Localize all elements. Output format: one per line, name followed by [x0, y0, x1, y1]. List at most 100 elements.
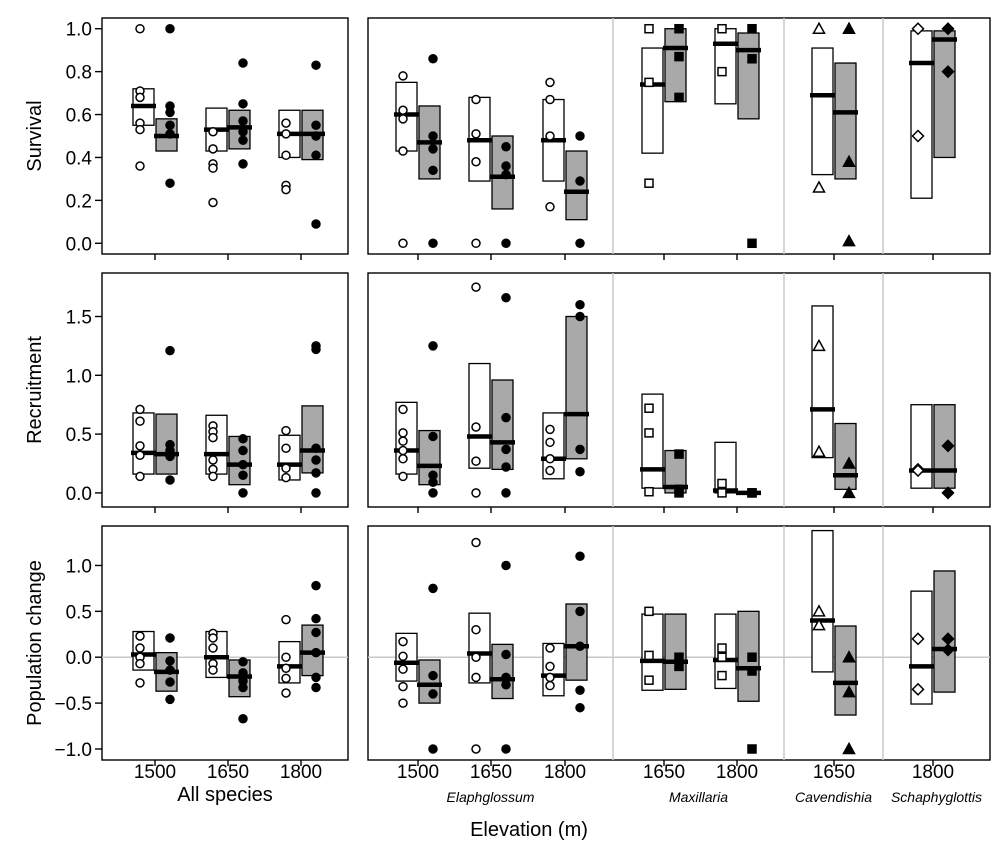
data-point [717, 670, 727, 681]
data-point [398, 698, 408, 708]
data-point [311, 627, 321, 638]
data-point [501, 462, 511, 472]
data-point [208, 455, 218, 465]
panel-frame-survival-all [101, 17, 349, 255]
data-point [471, 456, 481, 466]
data-point [644, 178, 654, 188]
data-point [471, 94, 481, 105]
data-point [398, 454, 408, 464]
data-point [842, 741, 856, 755]
data-point [674, 661, 684, 672]
y-tick-label: 0.8 [66, 63, 92, 84]
data-point [238, 713, 248, 724]
genus-label-elaph: Elaphglossum [447, 789, 535, 805]
data-point [812, 338, 826, 352]
data-point [311, 672, 321, 683]
data-point [135, 643, 145, 653]
data-point [135, 23, 145, 34]
data-point [471, 488, 481, 498]
data-point [501, 161, 511, 171]
data-point [311, 647, 321, 658]
data-point [501, 444, 511, 455]
box-survival-cav-1650-open [811, 47, 834, 176]
data-point [311, 131, 321, 141]
data-point [545, 424, 555, 435]
data-point [428, 165, 438, 176]
data-point [281, 184, 291, 195]
data-point [281, 688, 291, 698]
data-point [398, 404, 408, 415]
y-tick-label: 0.5 [66, 602, 92, 623]
data-point [311, 580, 321, 591]
x-tick-label: 1650 [643, 762, 685, 783]
data-point [398, 114, 408, 124]
data-point [238, 488, 248, 498]
data-point [208, 197, 218, 208]
data-point [281, 652, 291, 662]
box-survival-scha-1800-filled [933, 30, 956, 159]
data-point [428, 744, 438, 754]
data-point [135, 441, 145, 451]
data-point [281, 129, 291, 139]
data-point [398, 681, 408, 692]
data-point [842, 21, 856, 34]
data-point [471, 156, 481, 167]
y-axis-title-survival: Survival [24, 100, 46, 171]
data-point [941, 439, 955, 453]
data-point [238, 126, 248, 137]
data-point [311, 120, 321, 131]
box-population_change-scha-1800-filled [933, 570, 956, 693]
data-point [575, 606, 585, 617]
data-point [398, 71, 408, 81]
x-tick-label: 1500 [397, 762, 439, 783]
data-point [575, 444, 585, 455]
y-axis-title-population_change: Population change [24, 560, 46, 726]
x-axis-title: Elevation (m) [470, 819, 588, 841]
y-tick-label: 1.0 [66, 20, 92, 41]
box-recruitment-elaph-1650-filled [491, 379, 514, 471]
data-point [165, 665, 175, 675]
data-point [398, 651, 408, 662]
data-point [165, 694, 175, 705]
data-point [281, 443, 291, 453]
data-point [428, 670, 438, 681]
box-recruitment-cav-1650-filled [834, 422, 857, 491]
data-point [238, 99, 248, 109]
data-point [238, 58, 248, 68]
data-point [135, 450, 145, 461]
box-population_change-cav-1650-open [811, 529, 834, 673]
data-point [575, 702, 585, 713]
data-point [281, 425, 291, 436]
data-point [747, 744, 757, 754]
box-survival-maxi-1800-open [714, 28, 737, 105]
data-point [644, 428, 654, 438]
data-point [747, 488, 757, 498]
data-point [238, 445, 248, 456]
box-recruitment-all-1800-open [278, 434, 301, 481]
data-point [575, 641, 585, 651]
y-tick-label: 0.0 [66, 484, 92, 505]
box-recruitment-elaph-1800-filled [565, 315, 588, 460]
data-point [941, 486, 955, 500]
data-point [165, 475, 175, 485]
data-point [135, 471, 145, 482]
data-point [238, 682, 248, 693]
data-point [165, 129, 175, 139]
box-survival-scha-1800-open [910, 30, 933, 199]
data-point [281, 118, 291, 128]
data-point [398, 238, 408, 249]
data-point [238, 657, 248, 667]
data-point [545, 454, 555, 464]
box-survival-maxi-1650-filled [664, 28, 687, 103]
data-point [428, 54, 438, 64]
panel-frame-survival-genera [367, 17, 991, 255]
panel-frame-population_change-genera [367, 525, 991, 761]
data-point [501, 649, 511, 660]
data-point [428, 488, 438, 498]
data-point [911, 22, 925, 36]
data-point [575, 131, 585, 141]
data-point [812, 604, 826, 617]
data-point [941, 22, 955, 36]
data-point [281, 463, 291, 473]
